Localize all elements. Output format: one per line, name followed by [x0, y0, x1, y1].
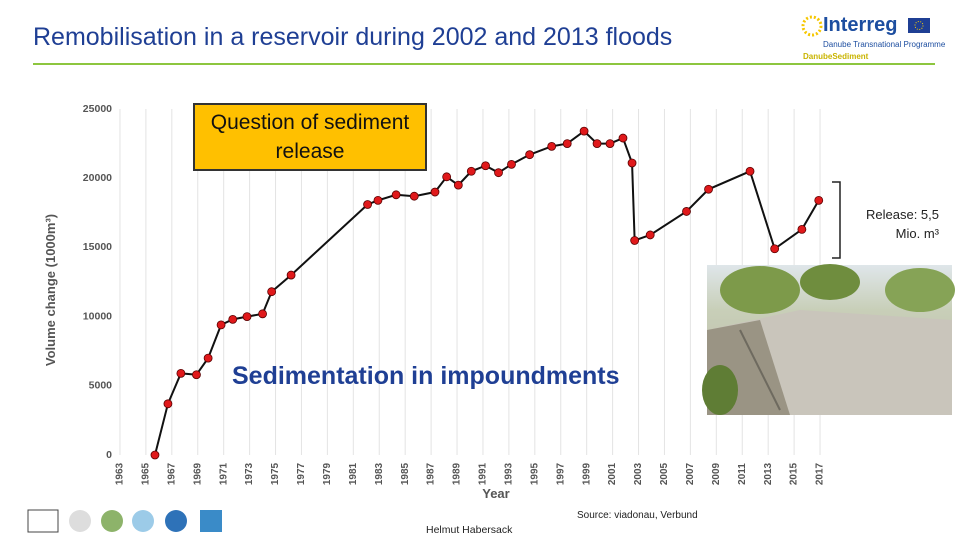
data-point [391, 190, 401, 200]
data-point [466, 166, 476, 176]
data-point [814, 195, 824, 205]
data-point [745, 166, 755, 176]
data-point [203, 353, 213, 363]
data-point [547, 141, 557, 151]
x-tick-label: 1981 [348, 462, 359, 485]
data-point [494, 168, 503, 178]
x-tick-label: 2015 [789, 462, 800, 485]
data-point [150, 450, 160, 460]
slide-title: Remobilisation in a reservoir during 200… [33, 23, 672, 51]
x-tick-label: 2001 [607, 462, 618, 485]
x-tick-label: 1975 [270, 462, 281, 485]
data-point [286, 270, 296, 280]
interreg-logo: Interreg Danube Transnational Programme … [801, 14, 946, 61]
data-point [645, 230, 655, 240]
y-tick-label: 15000 [83, 241, 112, 253]
data-point [481, 161, 490, 171]
data-point [430, 187, 440, 197]
y-tick-label: 25000 [83, 103, 112, 115]
x-tick-label: 1963 [115, 462, 126, 485]
logo-programme: Danube Transnational Programme [823, 40, 946, 49]
x-tick-label: 2017 [815, 462, 826, 485]
photo [702, 264, 955, 415]
data-point [525, 150, 535, 160]
data-point [373, 195, 383, 205]
data-point [770, 244, 780, 254]
data-point [163, 399, 173, 409]
data-point [579, 126, 589, 136]
x-tick-label: 1979 [322, 462, 333, 485]
x-tick-label: 1983 [374, 462, 385, 485]
x-tick-label: 1965 [141, 462, 152, 485]
data-point [592, 139, 602, 149]
data-point [562, 139, 572, 149]
x-tick-label: 1989 [452, 462, 463, 485]
logo-project: DanubeSediment [803, 52, 869, 61]
data-point [630, 236, 640, 245]
release-label: Release: 5,5 Mio. m³ [866, 207, 939, 241]
logo-name: Interreg [823, 14, 897, 36]
x-tick-label: 1977 [296, 462, 307, 485]
x-tick-label: 1991 [478, 462, 489, 485]
partner-logos [27, 509, 222, 533]
data-point [258, 309, 267, 319]
x-tick-label: 2005 [659, 462, 670, 485]
data-point [176, 368, 186, 378]
data-point [682, 207, 691, 216]
data-point [797, 225, 807, 234]
x-tick-label: 1995 [529, 462, 540, 485]
data-point [704, 184, 713, 194]
data-point [267, 287, 277, 297]
data-point [363, 200, 372, 209]
x-tick-label: 1997 [555, 462, 566, 485]
question-box: Question of sediment release [193, 103, 427, 171]
x-tick-label: 1987 [426, 462, 437, 485]
sedimentation-label: Sedimentation in impoundments [232, 362, 620, 390]
data-point [228, 314, 238, 324]
y-axis-label: Volume change (1000m³) [43, 214, 58, 366]
release-bracket [832, 181, 841, 259]
source-note: Source: viadonau, Verbund [577, 510, 698, 521]
y-tick-label: 20000 [83, 172, 112, 184]
x-axis-label: Year [482, 486, 509, 501]
x-tick-label: 1973 [244, 462, 255, 485]
data-point [242, 312, 252, 322]
data-point [627, 158, 637, 168]
y-tick-label: 10000 [83, 310, 112, 322]
x-tick-label: 2007 [685, 462, 696, 485]
data-point [216, 320, 226, 330]
x-tick-label: 1985 [400, 462, 411, 485]
data-point [442, 172, 452, 182]
x-tick-label: 1999 [581, 462, 592, 485]
y-tick-label: 5000 [89, 380, 113, 392]
x-tick-label: 2009 [711, 462, 722, 485]
x-tick-label: 2013 [763, 462, 774, 485]
x-tick-label: 2003 [633, 462, 644, 485]
x-tick-label: 1967 [166, 462, 177, 485]
data-point [618, 133, 628, 143]
data-point [192, 370, 201, 380]
data-point [605, 139, 615, 149]
data-point [453, 180, 463, 190]
author: Helmut Habersack [426, 524, 513, 536]
data-point [507, 159, 516, 169]
x-tick-label: 2011 [737, 463, 748, 485]
y-tick-label: 0 [106, 449, 112, 461]
x-tick-label: 1993 [504, 462, 515, 485]
data-point [409, 191, 419, 201]
x-tick-label: 1971 [218, 462, 229, 485]
x-tick-label: 1969 [192, 462, 203, 485]
